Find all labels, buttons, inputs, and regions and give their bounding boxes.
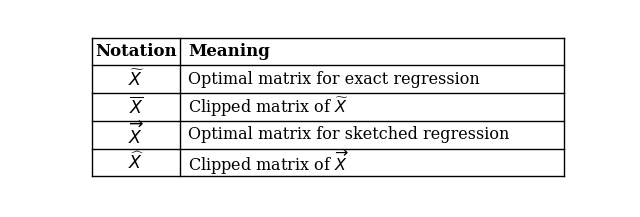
Text: Notation: Notation bbox=[95, 43, 177, 60]
Text: $\widehat{X}$: $\widehat{X}$ bbox=[128, 152, 144, 173]
Text: $\widetilde{X}$: $\widetilde{X}$ bbox=[128, 69, 144, 90]
Text: $\overline{X}$: $\overline{X}$ bbox=[129, 97, 143, 118]
Text: Optimal matrix for sketched regression: Optimal matrix for sketched regression bbox=[189, 126, 510, 143]
Text: Clipped matrix of $\overrightarrow{X}$: Clipped matrix of $\overrightarrow{X}$ bbox=[189, 148, 349, 177]
Text: Optimal matrix for exact regression: Optimal matrix for exact regression bbox=[189, 71, 480, 88]
Text: Meaning: Meaning bbox=[189, 43, 270, 60]
Text: Clipped matrix of $\widetilde{X}$: Clipped matrix of $\widetilde{X}$ bbox=[189, 95, 349, 119]
Text: $\overrightarrow{X}$: $\overrightarrow{X}$ bbox=[128, 122, 144, 148]
